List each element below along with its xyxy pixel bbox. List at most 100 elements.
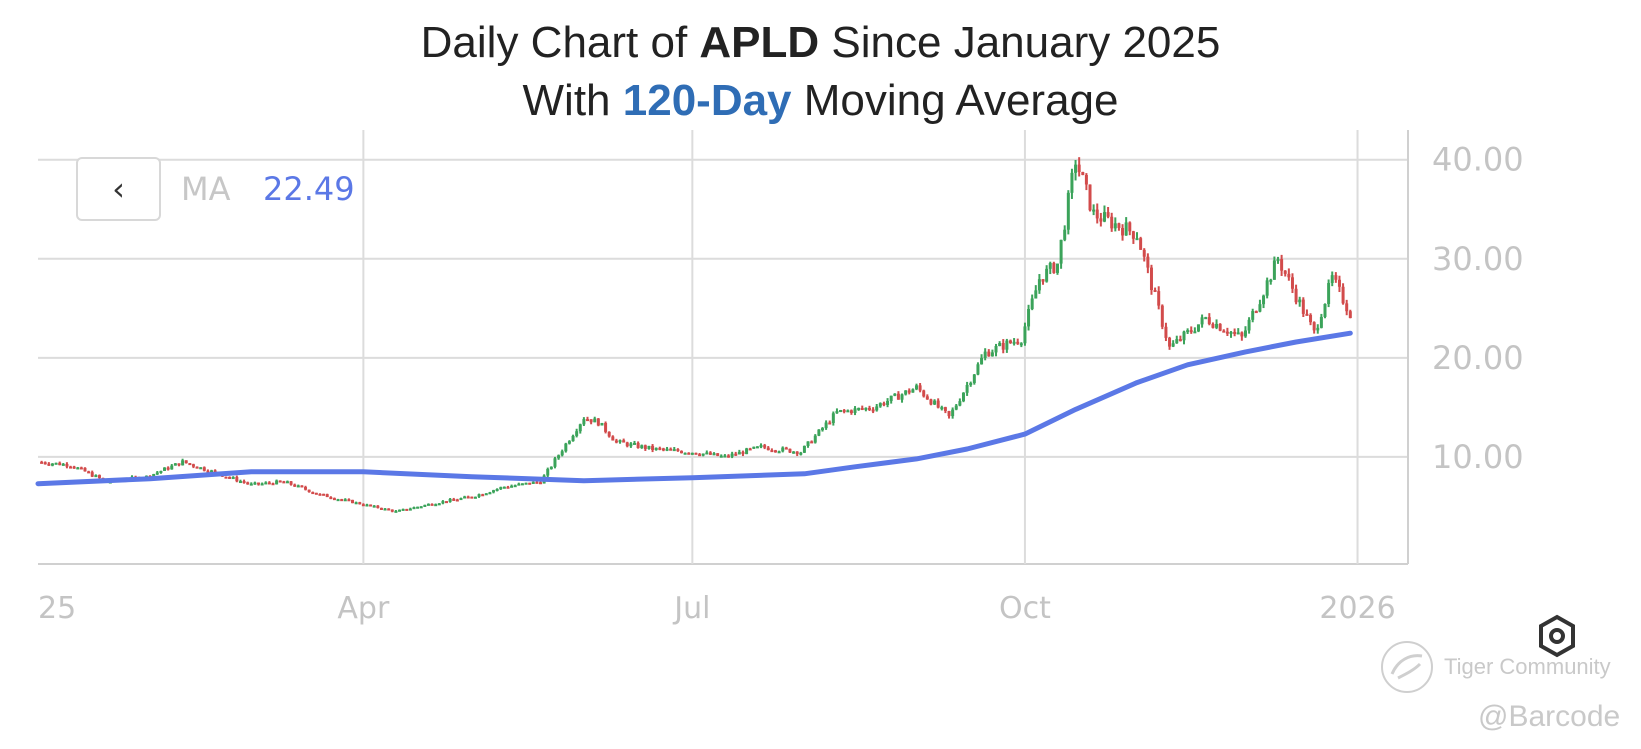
price-candle [325,494,329,498]
price-candle [358,502,362,505]
price-candle [1269,279,1273,282]
x-tick-label: Oct [999,591,1051,626]
price-candle [1019,343,1023,346]
price-candle [911,389,915,393]
price-candle [293,484,297,487]
price-candle [1334,275,1338,280]
price-candle [184,460,188,464]
price-candle [1106,212,1110,217]
price-candle [1309,314,1313,323]
price-candle [755,446,759,449]
price-candle [347,499,351,502]
price-candle [72,466,76,469]
price-candle [76,467,80,470]
price-candle [582,419,586,425]
price-candle [813,435,817,443]
price-candle [647,445,651,449]
chart-title: Daily Chart of APLD Since January 2025 W… [0,14,1641,130]
price-candle [1298,299,1302,303]
price-candle [853,408,857,413]
price-candle [58,462,62,466]
price-candle [557,455,561,459]
price-candle [969,383,973,386]
x-tick-label: 2026 [1319,591,1395,626]
price-candle [1131,231,1135,239]
price-candle [1023,326,1027,344]
price-candle [907,390,911,393]
price-candle [1189,330,1193,333]
price-candle [50,463,54,466]
price-candle [824,422,828,429]
price-candle [1196,324,1200,332]
price-candle [163,467,167,471]
price-candle [1233,331,1237,334]
price-candle [416,506,420,509]
price-candle [304,487,308,490]
price-candle [947,411,951,417]
price-candle [419,506,423,509]
price-candle [687,452,691,455]
price-candle [224,476,228,479]
price-candle [318,493,322,496]
y-axis: 40.00 30.00 20.00 10.00 [1432,141,1524,476]
price-candle [972,374,976,384]
price-candle [810,441,814,444]
price-candle [889,395,893,402]
price-candle [951,409,955,417]
price-candle [1305,313,1309,316]
price-candle [730,453,734,457]
price-candle [289,481,293,485]
price-candle [846,410,850,413]
price-candle [1341,286,1345,304]
price-candle [571,435,575,442]
price-candle [278,480,282,483]
watermark: Tiger Community [1378,638,1611,696]
price-candle [936,400,940,408]
price-candle [857,407,861,410]
price-candle [83,467,87,472]
price-candle [235,477,239,482]
price-candle [1055,263,1059,273]
price-candle [390,509,394,512]
subtitle-highlight: 120-Day [622,76,792,125]
price-candle [1149,267,1153,291]
title-prefix: Daily Chart of [420,18,700,67]
price-candle [1077,164,1081,173]
collapse-indicator-button[interactable]: ‹ [76,157,161,221]
price-candle [784,447,788,450]
price-candle [394,510,398,513]
price-candle [596,418,600,426]
price-candle [1063,229,1067,240]
price-candle [430,503,434,506]
price-candle [1186,330,1190,333]
price-candle [152,474,156,478]
price-candle [799,452,803,455]
price-candle [752,446,756,449]
price-candle [636,442,640,449]
price-candle [188,463,192,466]
price-candle [1229,331,1233,334]
price-candle [69,466,73,469]
price-candle [343,499,347,502]
price-candle [1008,340,1012,343]
price-candle [1135,238,1139,241]
price-candle [379,507,383,510]
price-candle [441,501,445,504]
price-candle [502,486,506,489]
price-candle [828,422,832,425]
price-candle [604,422,608,432]
price-candle [1088,184,1092,211]
price-candle [513,485,517,488]
price-candle [900,394,904,400]
price-candle [61,463,65,466]
price-candle [708,452,712,455]
price-candle [792,451,796,454]
price-candle [40,461,44,464]
ma-label: MA [181,170,231,208]
price-candle [925,396,929,400]
price-candle [954,405,958,410]
price-candle [517,483,521,486]
hexagon-settings-icon[interactable] [1533,612,1581,660]
price-candle [1034,290,1038,299]
